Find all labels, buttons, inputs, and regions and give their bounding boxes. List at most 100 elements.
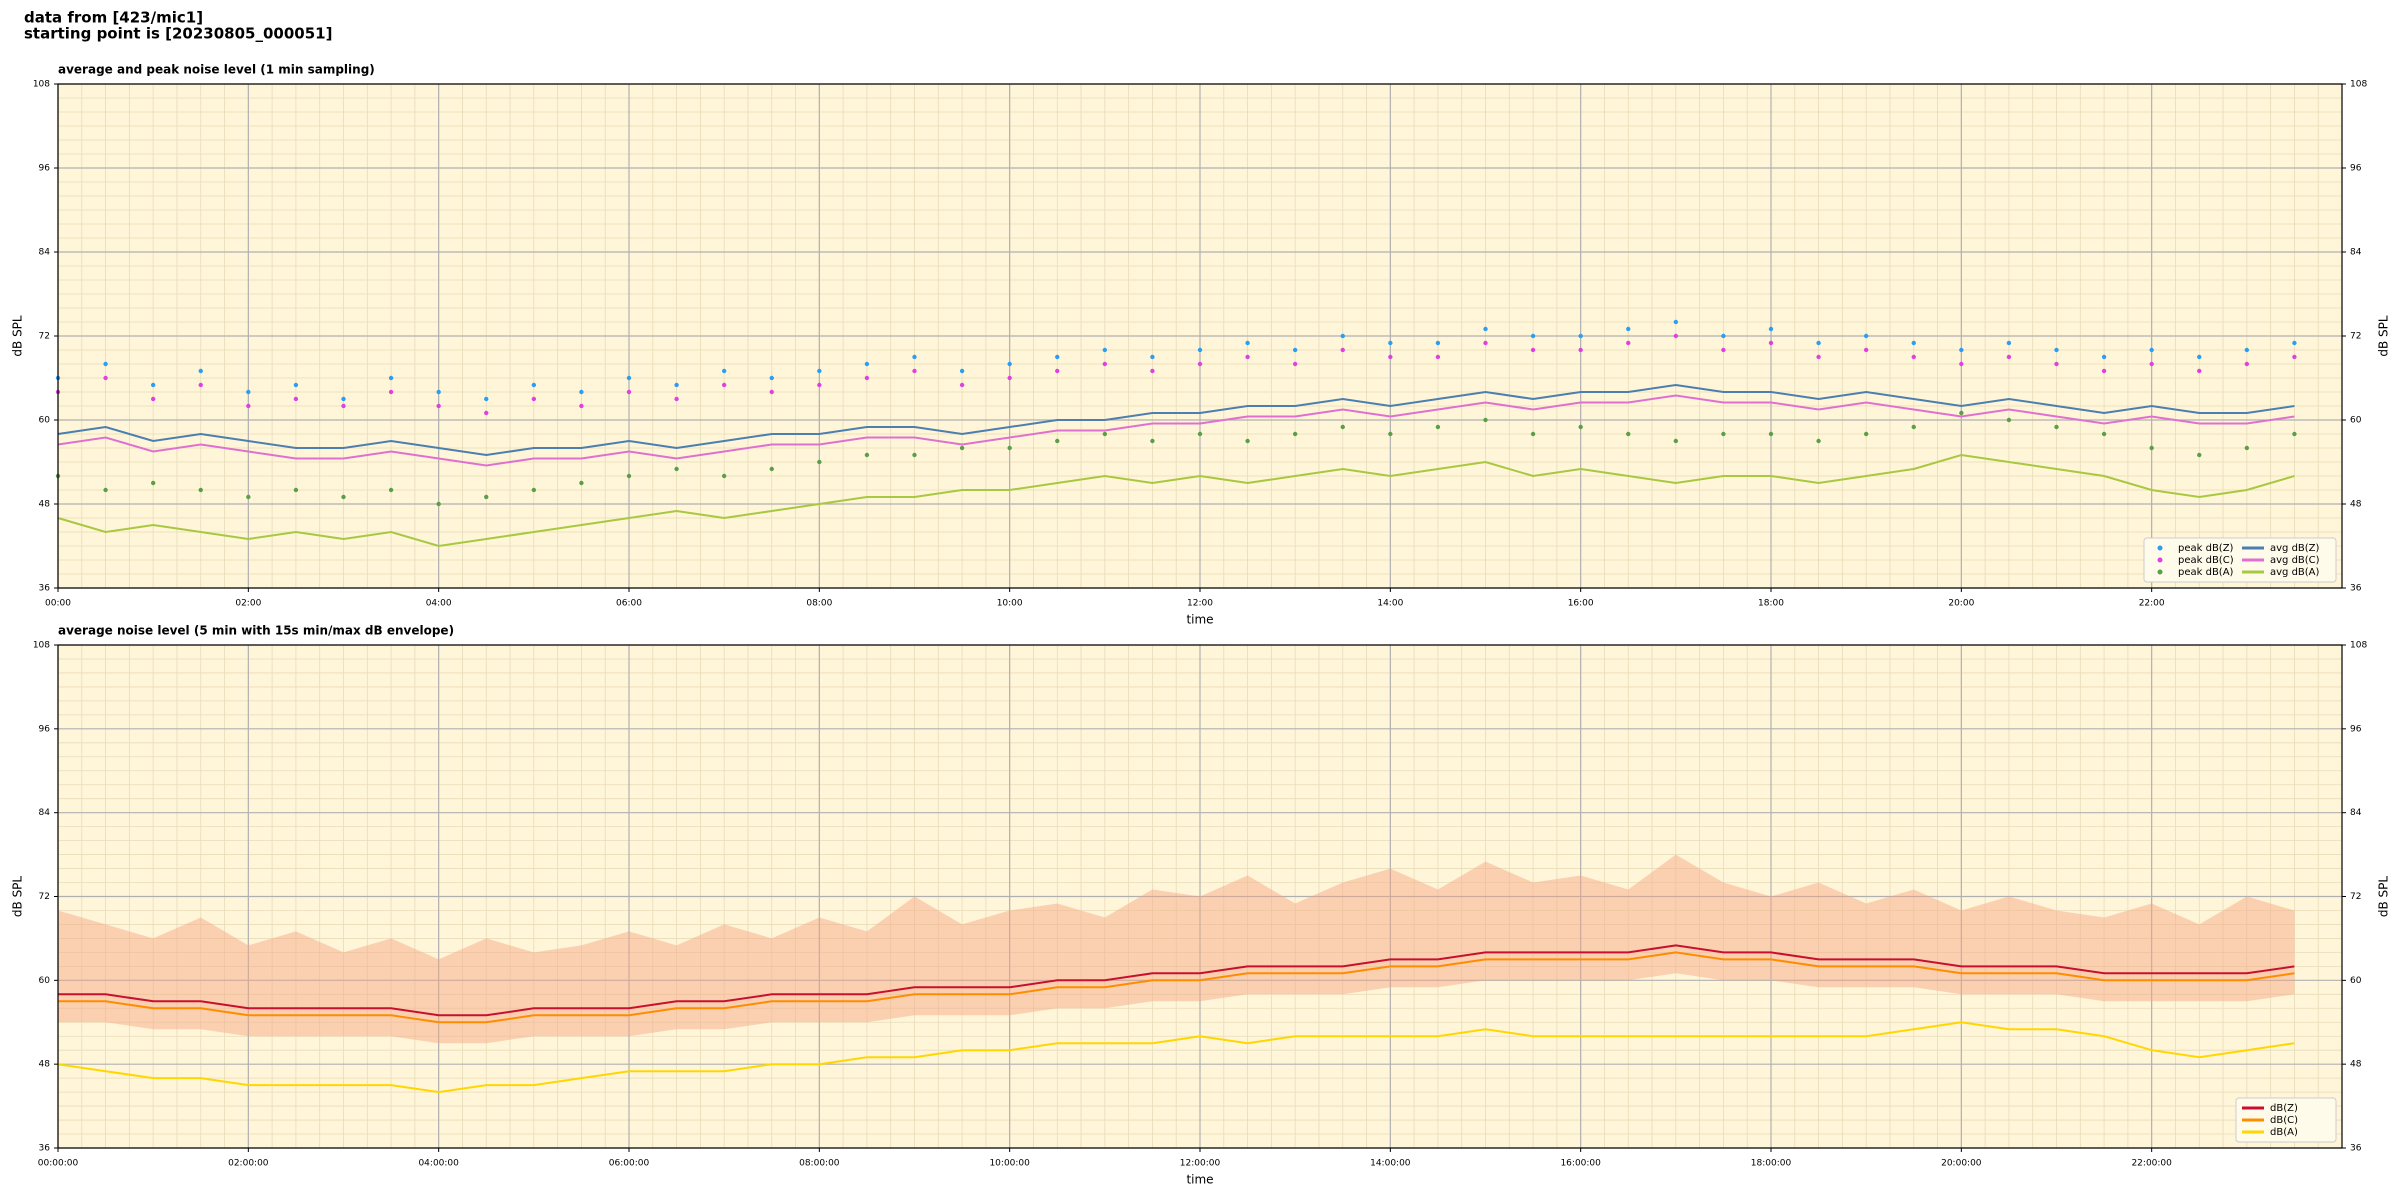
peak-point [1245,354,1250,360]
peak-point [1150,354,1155,360]
peak-point [2149,361,2154,367]
peak-point [1816,438,1821,444]
y2-tick-label: 108 [2350,641,2367,651]
peak-point [1340,424,1345,430]
y-tick-label: 60 [39,976,51,986]
peak-point [1578,333,1583,339]
legend-label: dB(C) [2270,1115,2298,1126]
peak-point [579,403,584,409]
peak-point [2244,361,2250,367]
peak-point [1102,361,1108,367]
legend-label: avg dB(A) [2270,567,2320,578]
peak-point [1007,375,1012,381]
peak-point [864,361,870,367]
peak-point [1340,347,1345,353]
peak-point [2292,431,2297,437]
peak-point [246,389,251,395]
peak-point [1768,326,1774,332]
peak-point [674,396,679,402]
peak-point [1626,340,1631,346]
y2-axis-label: dB SPL [2377,876,2391,918]
peak-point [2292,340,2297,346]
x-tick-label: 00:00:00 [38,1159,79,1169]
y-tick-label: 108 [33,641,50,651]
y2-tick-label: 48 [2350,500,2362,510]
peak-point [1863,347,1869,353]
peak-point [150,480,156,486]
y-tick-label: 36 [39,584,51,594]
peak-point [912,354,917,360]
peak-point [1245,438,1250,444]
peak-point [388,487,394,493]
peak-point [2101,431,2107,437]
peak-point [912,452,917,458]
peak-point [721,473,727,479]
x-tick-label: 02:00 [235,599,261,609]
peak-point [959,382,965,388]
peak-point [2244,347,2250,353]
peak-point [2006,340,2012,346]
peak-point [150,382,156,388]
x-tick-label: 02:00:00 [228,1159,269,1169]
x-tick-label: 22:00 [2139,599,2165,609]
x-tick-label: 16:00:00 [1560,1159,1601,1169]
peak-point [579,480,584,486]
peak-point [1292,431,1298,437]
peak-point [341,494,346,500]
peak-point [959,445,965,451]
peak-point [1673,438,1679,444]
y2-tick-label: 108 [2350,80,2367,90]
x-tick-label: 08:00 [806,599,832,609]
x-tick-label: 18:00 [1758,599,1784,609]
peak-point [769,389,774,395]
peak-point [1483,340,1488,346]
y-tick-label: 48 [39,500,51,510]
peak-point [1435,424,1441,430]
legend-label: peak dB(Z) [2178,543,2234,554]
legend-label: avg dB(Z) [2270,543,2320,554]
peak-point [1911,424,1916,430]
peak-point [1197,347,1203,353]
legend-marker [2157,557,2163,563]
peak-point [2149,445,2154,451]
x-tick-label: 14:00:00 [1370,1159,1411,1169]
peak-point [1388,354,1393,360]
peak-point [1721,347,1726,353]
peak-point [531,382,537,388]
peak-point [1816,354,1821,360]
peak-point [1150,368,1155,374]
peak-point [484,396,489,402]
peak-point [864,452,870,458]
peak-point [2054,361,2059,367]
peak-point [1055,354,1060,360]
peak-point [1150,438,1155,444]
peak-point [246,403,251,409]
peak-point [293,396,299,402]
plot-frame [57,644,2343,1149]
peak-point [293,487,299,493]
legend-label: dB(Z) [2270,1103,2298,1114]
x-tick-label: 20:00 [1948,599,1974,609]
peak-point [1197,361,1203,367]
series-line [57,1021,2295,1094]
peak-point [1721,431,1726,437]
peak-point [1530,347,1536,353]
peak-point [817,459,822,465]
chart-title: average noise level (5 min with 15s min/… [58,624,454,638]
y-axis-label: dB SPL [11,876,25,918]
y-tick-label: 48 [39,1060,51,1070]
x-tick-label: 14:00 [1377,599,1403,609]
peak-point [626,389,632,395]
peak-point [436,501,441,507]
x-tick-label: 00:00 [45,599,71,609]
x-tick-label: 04:00:00 [418,1159,459,1169]
peak-point [1911,354,1916,360]
peak-point [2197,354,2202,360]
peak-point [198,382,203,388]
peak-point [2101,368,2107,374]
y2-tick-label: 84 [2350,248,2362,258]
peak-point [246,494,251,500]
peak-point [2292,354,2297,360]
y-tick-label: 84 [39,808,51,818]
